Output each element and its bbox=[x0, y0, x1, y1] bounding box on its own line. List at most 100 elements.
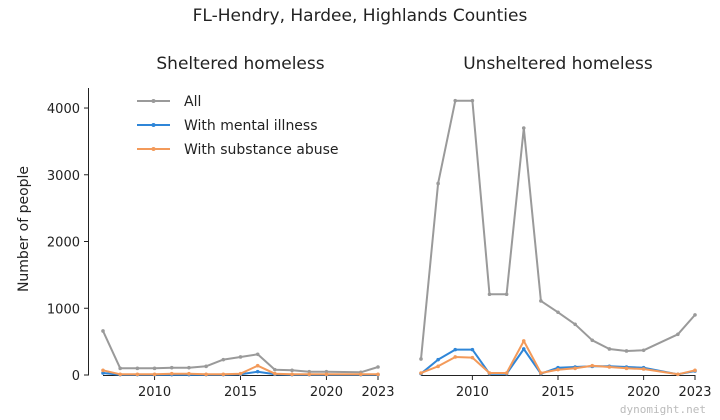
point-all-2019 bbox=[624, 349, 629, 353]
point-all-2012 bbox=[187, 365, 191, 370]
point-with-substance-abuse-2011 bbox=[487, 371, 492, 375]
point-all-2009 bbox=[453, 98, 458, 103]
x-tick-label-2020: 2020 bbox=[627, 385, 660, 400]
point-with-substance-abuse-2013 bbox=[204, 372, 208, 377]
x-tick-label-2020: 2020 bbox=[310, 385, 343, 400]
point-with-substance-abuse-2022 bbox=[359, 372, 363, 377]
point-all-2012 bbox=[504, 292, 509, 297]
point-all-2008 bbox=[436, 181, 440, 186]
point-all-2020 bbox=[641, 348, 646, 353]
legend-label-with-mental-illness: With mental illness bbox=[184, 118, 318, 134]
point-all-2018 bbox=[607, 347, 612, 351]
point-all-2015 bbox=[238, 355, 243, 359]
point-all-2015 bbox=[556, 310, 560, 315]
series-line-with-substance-abuse bbox=[102, 364, 378, 376]
point-all-2022 bbox=[676, 332, 680, 337]
point-with-mental-illness-2007 bbox=[101, 371, 105, 375]
point-with-substance-abuse-2008 bbox=[436, 364, 440, 369]
point-with-substance-abuse-2011 bbox=[169, 371, 174, 376]
point-all-2013 bbox=[521, 126, 526, 130]
point-with-substance-abuse-2017 bbox=[590, 363, 595, 368]
point-all-2014 bbox=[539, 299, 543, 303]
point-with-substance-abuse-2015 bbox=[238, 371, 243, 376]
y-tick-label-0: 0 bbox=[72, 369, 80, 384]
series-line-with-substance-abuse bbox=[420, 340, 696, 376]
point-with-substance-abuse-2014 bbox=[221, 372, 226, 377]
point-all-2014 bbox=[221, 357, 226, 362]
point-with-substance-abuse-2018 bbox=[290, 372, 294, 377]
point-with-substance-abuse-2009 bbox=[453, 355, 458, 359]
point-all-2023 bbox=[376, 365, 380, 369]
point-all-2009 bbox=[135, 366, 140, 371]
point-with-substance-abuse-2007 bbox=[419, 371, 423, 375]
x-tick-label-2015: 2015 bbox=[224, 385, 257, 400]
legend-marker-all bbox=[151, 99, 156, 103]
point-with-substance-abuse-2017 bbox=[273, 371, 277, 376]
legend-marker-with-mental-illness bbox=[151, 123, 156, 127]
point-with-mental-illness-2009 bbox=[453, 347, 458, 352]
panel-title: Unsheltered homeless bbox=[463, 54, 653, 74]
point-all-2011 bbox=[487, 292, 492, 297]
point-with-substance-abuse-2010 bbox=[470, 355, 475, 360]
point-all-2010 bbox=[152, 366, 157, 371]
point-all-2017 bbox=[273, 367, 277, 372]
series-line-all bbox=[102, 330, 379, 374]
point-with-substance-abuse-2018 bbox=[607, 365, 612, 369]
point-all-2023 bbox=[693, 313, 697, 317]
point-with-mental-illness-2010 bbox=[470, 347, 475, 352]
x-tick-label-2023: 2023 bbox=[361, 385, 394, 400]
y-tick-label-4000: 4000 bbox=[47, 102, 80, 117]
point-with-substance-abuse-2014 bbox=[539, 371, 543, 375]
panel-unsheltered: Unsheltered homeless 2010 2015 2020 2023 bbox=[419, 54, 712, 400]
point-with-substance-abuse-2010 bbox=[152, 372, 157, 377]
point-with-substance-abuse-2023 bbox=[693, 368, 697, 373]
legend-marker-with-substance-abuse bbox=[151, 147, 156, 151]
point-all-2016 bbox=[255, 352, 260, 357]
x-tick-label-2010: 2010 bbox=[138, 385, 171, 400]
point-with-substance-abuse-2008 bbox=[118, 372, 122, 377]
x-tick-label-2015: 2015 bbox=[541, 385, 574, 400]
point-with-substance-abuse-2009 bbox=[135, 372, 140, 377]
point-with-substance-abuse-2015 bbox=[556, 367, 560, 372]
series-line-all bbox=[420, 99, 696, 360]
figure-title: FL-Hendry, Hardee, Highlands Counties bbox=[192, 6, 528, 26]
legend-label-with-substance-abuse: With substance abuse bbox=[184, 142, 339, 158]
point-with-substance-abuse-2019 bbox=[307, 372, 312, 377]
point-with-substance-abuse-2020 bbox=[324, 372, 329, 377]
point-all-2007 bbox=[101, 329, 105, 333]
legend-label-all: All bbox=[184, 94, 201, 110]
point-with-substance-abuse-2013 bbox=[521, 339, 526, 343]
legend: All With mental illness With substance abu… bbox=[137, 94, 339, 158]
point-all-2018 bbox=[290, 368, 294, 373]
point-with-substance-abuse-2012 bbox=[187, 371, 191, 376]
panel-sheltered: Sheltered homeless 2010 2015 2020 2023 0 1000 2… bbox=[47, 54, 395, 400]
y-tick-label-1000: 1000 bbox=[47, 302, 80, 317]
point-all-2013 bbox=[204, 364, 208, 369]
panel-title: Sheltered homeless bbox=[156, 54, 324, 74]
point-with-substance-abuse-2016 bbox=[573, 366, 577, 371]
y-tick-label-2000: 2000 bbox=[47, 236, 80, 251]
point-all-2017 bbox=[590, 338, 595, 343]
point-with-substance-abuse-2016 bbox=[255, 363, 260, 368]
watermark: dynomight.net bbox=[619, 403, 706, 416]
point-with-substance-abuse-2007 bbox=[101, 368, 105, 373]
x-tick-label-2023: 2023 bbox=[678, 385, 711, 400]
x-tick-label-2010: 2010 bbox=[456, 385, 489, 400]
point-all-2020 bbox=[324, 369, 329, 374]
point-all-2019 bbox=[307, 369, 312, 374]
point-with-mental-illness-2008 bbox=[436, 357, 440, 362]
point-with-substance-abuse-2022 bbox=[676, 372, 680, 377]
point-all-2016 bbox=[573, 322, 577, 327]
y-axis-label: Number of people bbox=[16, 166, 32, 292]
point-with-mental-illness-2013 bbox=[521, 347, 526, 351]
point-all-2007 bbox=[419, 357, 423, 361]
point-with-substance-abuse-2019 bbox=[624, 366, 629, 371]
point-with-mental-illness-2016 bbox=[255, 369, 260, 374]
point-with-substance-abuse-2012 bbox=[504, 371, 509, 375]
point-all-2008 bbox=[118, 366, 122, 371]
point-with-substance-abuse-2020 bbox=[641, 367, 646, 371]
point-all-2010 bbox=[470, 98, 475, 103]
y-tick-label-3000: 3000 bbox=[47, 169, 80, 184]
point-with-substance-abuse-2023 bbox=[376, 372, 380, 377]
